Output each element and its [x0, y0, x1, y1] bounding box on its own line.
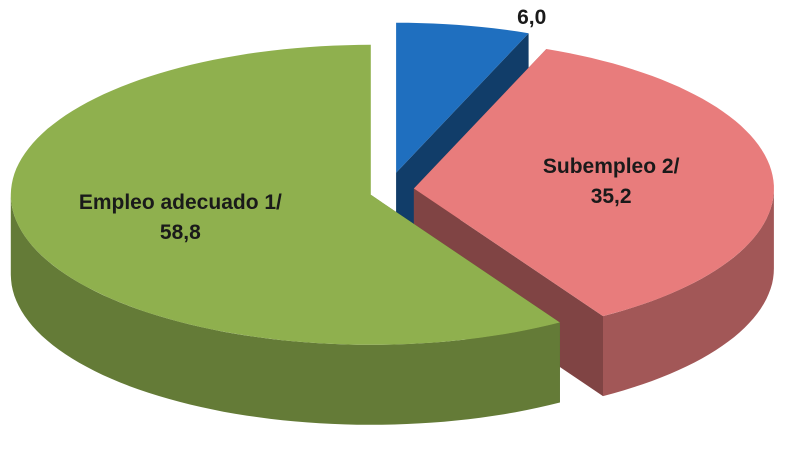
- slice-value-label: 6,0: [517, 6, 546, 29]
- slice-value-label: 58,8: [160, 221, 201, 244]
- slice-tops: [10, 22, 774, 345]
- slice: [10, 44, 560, 345]
- slice-category-label: Empleo adecuado 1/: [79, 191, 282, 214]
- slice: [413, 49, 774, 317]
- slice-category-label: Subempleo 2/: [543, 155, 680, 178]
- slice-side: [603, 188, 774, 397]
- slice-value-label: 35,2: [591, 185, 632, 208]
- slice-side: [10, 194, 560, 425]
- slice: [396, 22, 529, 173]
